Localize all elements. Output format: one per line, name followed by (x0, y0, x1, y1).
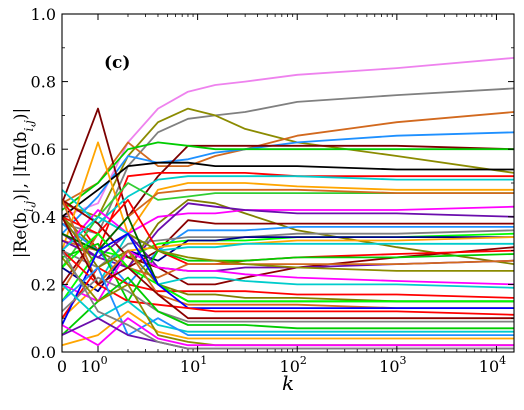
svg-text:|Re(bi,j)|, |Im(bi,j)|: |Re(bi,j)|, |Im(bi,j)| (11, 108, 36, 258)
series-line-9 (62, 171, 514, 252)
series-line-43 (62, 266, 514, 337)
y-tick-label-1: 0.2 (31, 275, 56, 294)
y-axis-label: |Re(bi,j)|, |Im(bi,j)| (11, 108, 36, 258)
series-line-35 (62, 232, 514, 303)
series-line-33 (62, 216, 514, 303)
y-tick-label-4: 0.8 (31, 73, 56, 92)
x-axis-label: k (282, 371, 294, 395)
series-line-12 (62, 182, 514, 269)
series-line-46 (62, 317, 514, 347)
series-line-44 (62, 310, 514, 347)
series-line-36 (62, 199, 514, 310)
series-line-30 (62, 215, 514, 289)
series-line-37 (62, 232, 514, 326)
series-line-27 (62, 242, 514, 303)
series-line-3 (62, 107, 514, 218)
series-line-5 (62, 131, 514, 235)
series-line-16 (62, 202, 514, 269)
panel-label: (c) (104, 53, 130, 73)
x-tick-label-0: 0 (57, 357, 67, 376)
series-line-1 (62, 57, 514, 218)
series-line-39 (62, 216, 514, 320)
y-tick-label-2: 0.4 (31, 208, 56, 227)
y-tick-label-0: 0.0 (31, 343, 56, 362)
series-line-10 (62, 175, 514, 225)
series-line-42 (62, 283, 514, 333)
x-tick-label-1: 100 (80, 354, 107, 376)
series-line-11 (62, 141, 514, 251)
series-line-40 (62, 276, 514, 323)
x-tick-label-5: 104 (479, 354, 506, 376)
series-line-6 (62, 107, 514, 218)
y-tick-label-5: 1.0 (31, 5, 56, 24)
series-line-15 (62, 205, 514, 252)
x-tick-label-2: 101 (180, 354, 207, 376)
series-line-24 (62, 199, 514, 286)
x-tick-label-4: 103 (379, 354, 406, 376)
series-line-19 (62, 229, 514, 269)
y-tick-label-3: 0.6 (31, 140, 56, 159)
series-line-41 (62, 276, 514, 336)
series-line-8 (62, 161, 514, 218)
series-line-7 (62, 141, 514, 211)
series-line-48 (62, 250, 514, 350)
